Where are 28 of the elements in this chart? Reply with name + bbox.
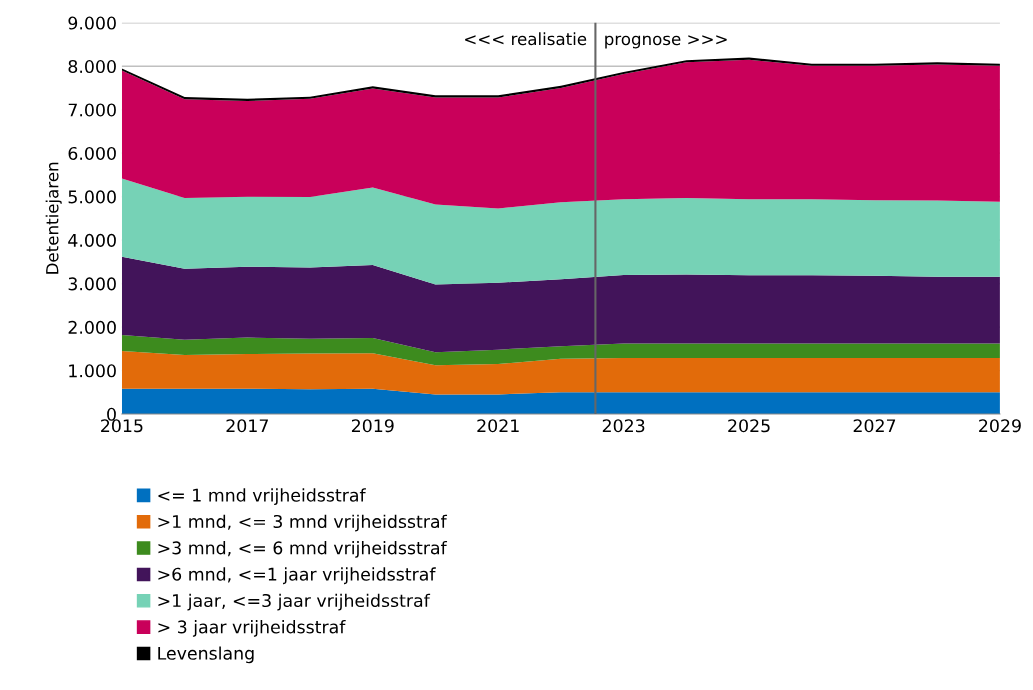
- x-tick-label: 2015: [101, 419, 143, 433]
- annotation: <<< realisatie: [465, 32, 587, 46]
- x-tick-label: 2019: [351, 419, 394, 433]
- y-axis-title: Detentiejaren: [45, 162, 62, 274]
- legend-label: >1 mnd, <= 3 mnd vrijheidsstraf: [158, 514, 448, 532]
- x-tick-label: 2029: [979, 419, 1021, 433]
- y-tick-label: 4.000: [68, 233, 116, 247]
- legend-label: >3 mnd, <= 6 mnd vrijheidsstraf: [158, 540, 448, 558]
- legend-label: > 3 jaar vrijheidsstraf: [158, 620, 346, 637]
- y-tick-label: 9.000: [68, 16, 116, 30]
- y-tick-label: 5.000: [68, 190, 116, 204]
- y-tick-label: 2.000: [68, 320, 116, 334]
- y-tick-label: 0: [107, 407, 116, 421]
- y-tick-label: 1.000: [69, 364, 116, 378]
- y-tick-label: 8.000: [68, 59, 116, 74]
- legend-label: <= 1 mnd vrijheidsstraf: [158, 488, 366, 506]
- x-tick-label: 2023: [602, 419, 645, 433]
- annotation: prognose >>>: [605, 35, 727, 49]
- legend-label: >6 mnd, <=1 jaar vrijheidsstraf: [158, 567, 436, 585]
- x-tick-label: 2021: [477, 419, 519, 433]
- x-tick-label: 2025: [728, 419, 770, 433]
- y-tick-label: 6.000: [68, 146, 116, 161]
- y-tick-label: 7.000: [68, 103, 116, 117]
- legend-label: Levenslang: [158, 646, 254, 664]
- x-tick-label: 2017: [226, 419, 268, 433]
- y-tick-label: 3.000: [68, 277, 116, 291]
- legend-label: >1 jaar, <=3 jaar vrijheidsstraf: [158, 593, 431, 611]
- x-tick-label: 2027: [853, 419, 896, 433]
